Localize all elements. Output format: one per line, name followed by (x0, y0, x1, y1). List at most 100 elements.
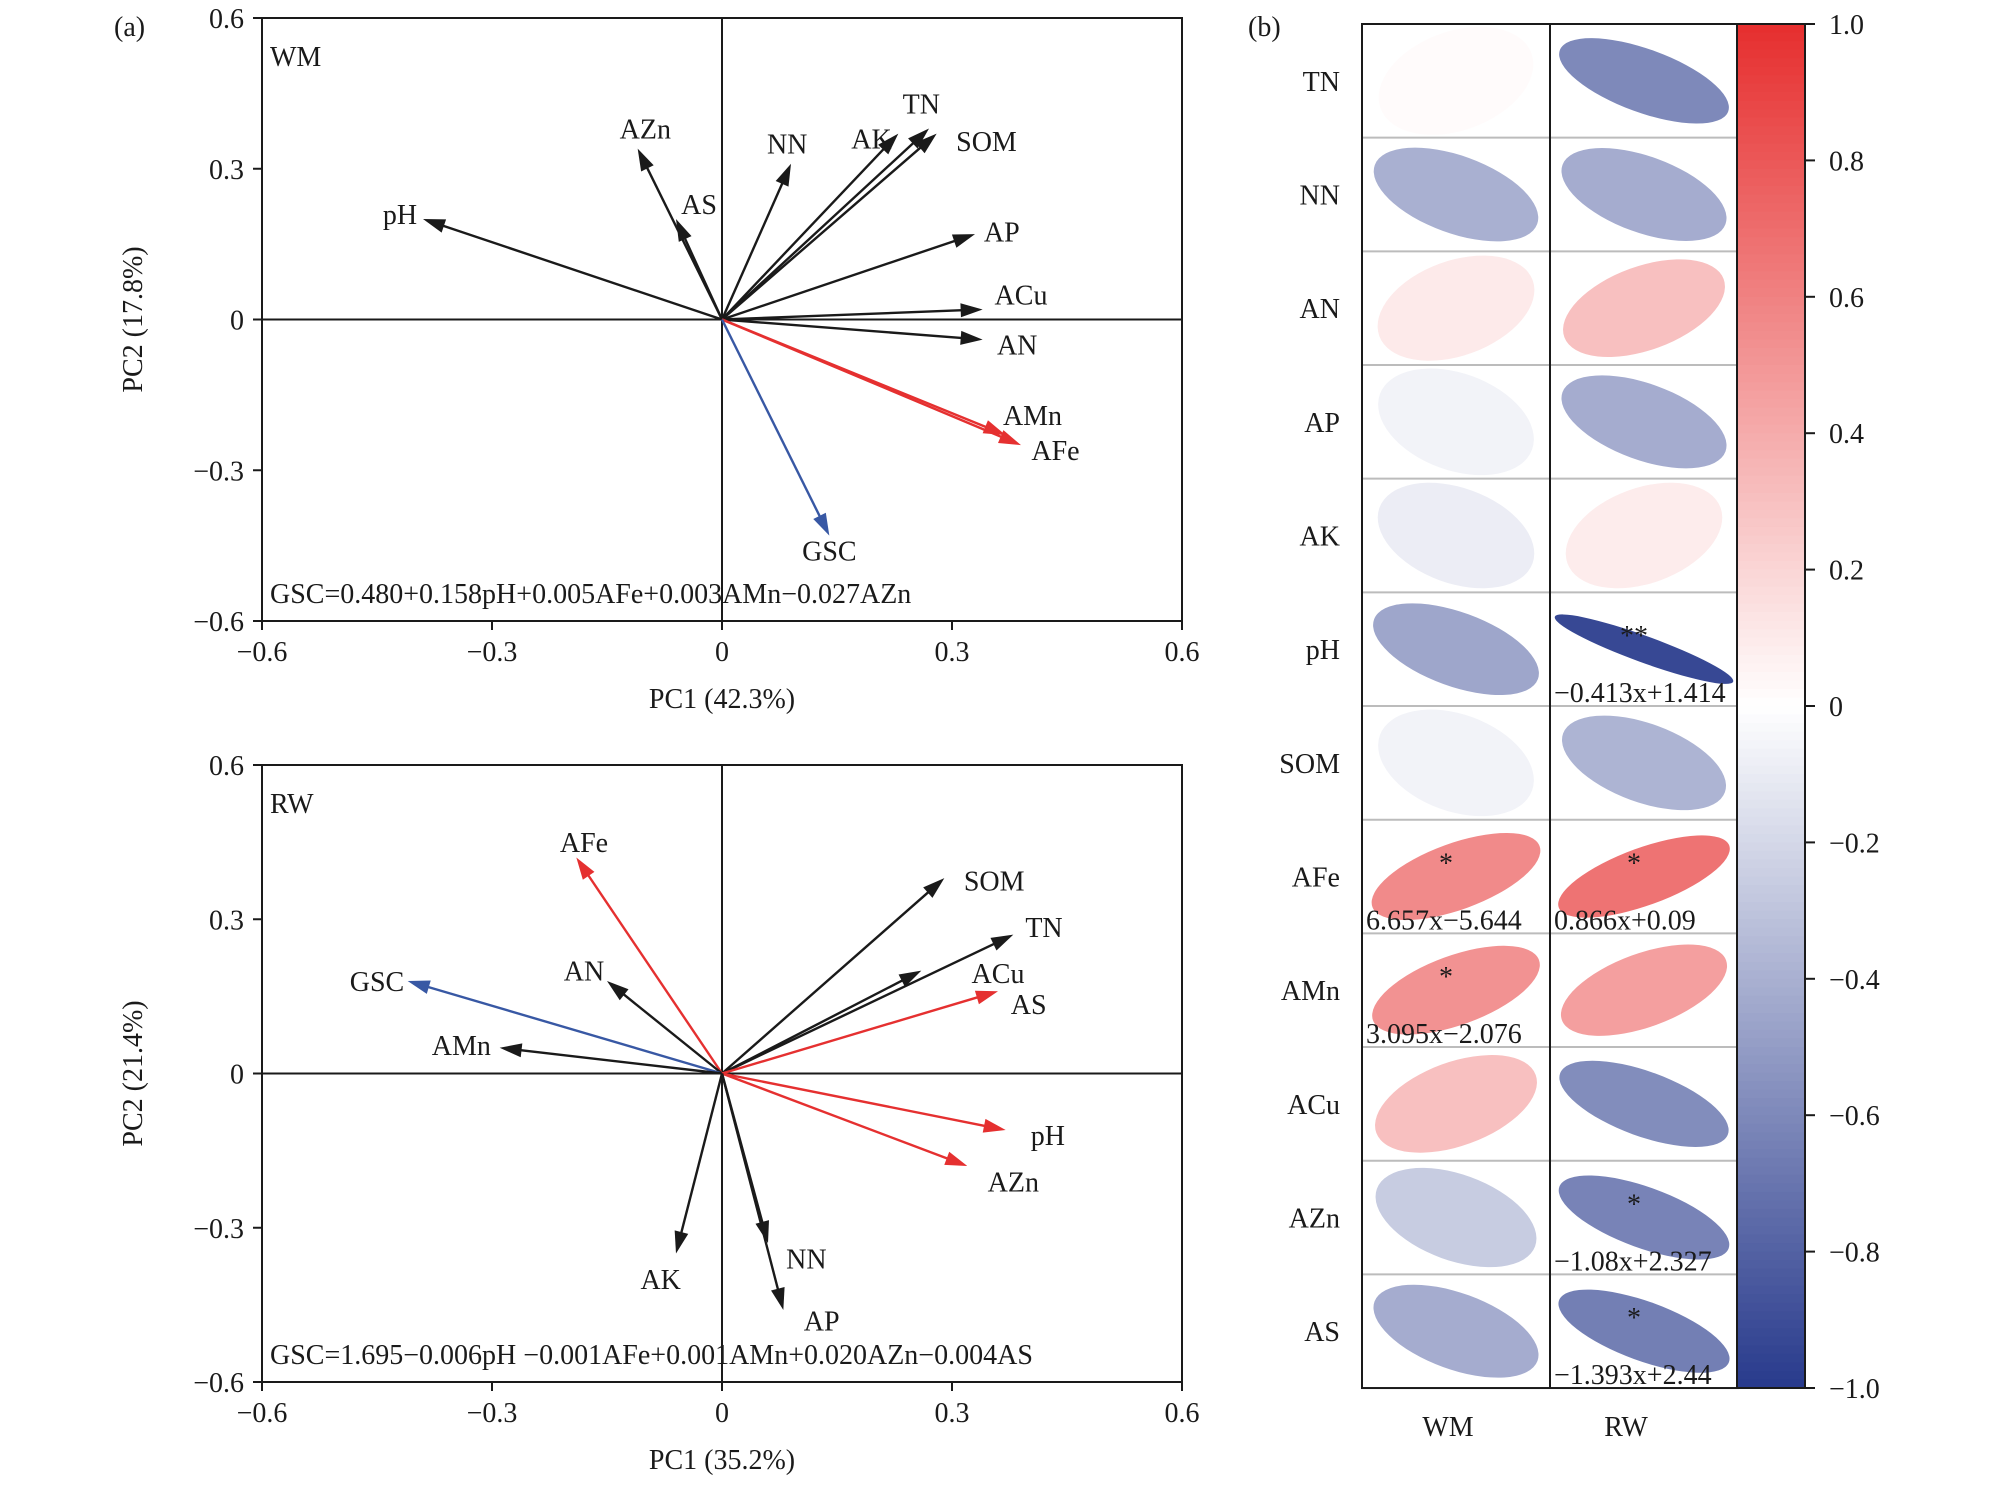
colorbar-step (1737, 1021, 1805, 1031)
vector-arrowhead-azn (944, 1151, 968, 1167)
vector-label-gsc: GSC (802, 537, 856, 568)
significance-mark: * (1439, 849, 1453, 880)
significance-mark: * (1627, 1303, 1641, 1334)
significance-mark: * (1627, 1190, 1641, 1221)
colorbar-step (1737, 910, 1805, 921)
correlation-ellipse-tn-wm (1378, 26, 1534, 135)
vector-line-ak (721, 147, 886, 321)
colorbar-step (1737, 987, 1805, 997)
colorbar-step (1737, 859, 1805, 869)
panel-label-a: (a) (114, 12, 145, 43)
regression-equation: GSC=1.695−0.006pH −0.001AFe+0.001AMn+0.0… (270, 1340, 1033, 1371)
vector-label-acu: ACu (972, 959, 1025, 990)
vector-line-acu (721, 309, 963, 321)
colorbar-step (1737, 757, 1805, 767)
colorbar-step (1737, 1047, 1805, 1057)
vector-arrowhead-an (960, 330, 983, 345)
colorbar-tick-label: 0.8 (1829, 146, 1864, 177)
vector-label-afe: AFe (1031, 436, 1079, 467)
colorbar-gradient (1737, 24, 1805, 1388)
pca-biplot-wm: −0.6 −0.3 0 0.3 0.6 −0.6 −0.3 0 0.3 0.6 PC1 (42.3%… (118, 4, 1200, 715)
colorbar-tick-label: −0.8 (1829, 1238, 1880, 1269)
correlation-ellipse-afe-wm (1371, 832, 1541, 921)
vector-line-tn (721, 942, 996, 1075)
correlation-ellipse-acu-rw (1559, 1060, 1729, 1147)
colorbar-step (1737, 1268, 1805, 1279)
colorbar-step (1737, 1098, 1805, 1108)
colorbar-step (1737, 1072, 1805, 1083)
colorbar-tick-label: 0.2 (1829, 556, 1864, 587)
colorbar-step (1737, 518, 1805, 528)
colorbar-step (1737, 1362, 1805, 1372)
colorbar-step (1737, 356, 1805, 366)
vector-line-azn (721, 1072, 950, 1161)
x-tick-label: 0.6 (1165, 1398, 1200, 1429)
colorbar-step (1737, 595, 1805, 605)
vector-arrowhead-an (607, 980, 629, 1001)
colorbar-step (1737, 407, 1805, 418)
colorbar-step (1737, 816, 1805, 827)
colorbar-step (1737, 850, 1805, 861)
vector-line-ak (679, 1073, 724, 1235)
colorbar-step (1737, 936, 1805, 946)
colorbar-step (1737, 961, 1805, 972)
colorbar-step (1737, 620, 1805, 631)
regression-label: 0.866x+0.09 (1554, 905, 1696, 936)
colorbar-step (1737, 1191, 1805, 1202)
colorbar-step (1737, 893, 1805, 904)
colorbar-step (1737, 671, 1805, 682)
colorbar-step (1737, 1123, 1805, 1134)
colorbar-step (1737, 32, 1805, 43)
colorbar-step (1737, 41, 1805, 51)
colorbar-step (1737, 228, 1805, 239)
row-label-acu: ACu (1287, 1090, 1340, 1121)
colorbar-step (1737, 399, 1805, 409)
row-label-amn: AMn (1281, 976, 1340, 1007)
colorbar-step (1737, 791, 1805, 801)
row-label-afe: AFe (1292, 863, 1340, 894)
regression-label: −1.393x+2.44 (1554, 1360, 1712, 1391)
colorbar-step (1737, 603, 1805, 614)
colorbar-step (1737, 134, 1805, 145)
colorbar-step (1737, 1370, 1805, 1381)
x-tick-label: −0.6 (237, 1398, 288, 1429)
correlation-ellipse-nn-rw (1561, 148, 1727, 241)
colorbar-step (1737, 1319, 1805, 1330)
vector-label-ap: AP (804, 1306, 840, 1337)
x-tick-label: 0 (715, 637, 729, 668)
vector-line-an (621, 992, 723, 1075)
colorbar-step (1737, 1336, 1805, 1347)
colorbar-step (1737, 765, 1805, 776)
correlation-ellipse-ph-wm (1373, 603, 1539, 696)
colorbar-step (1737, 526, 1805, 537)
vector-label-afe: AFe (560, 828, 608, 859)
y-tick-label: −0.3 (193, 456, 244, 487)
colorbar-step (1737, 484, 1805, 494)
colorbar-step (1737, 58, 1805, 68)
correlation-ellipse-an-rw (1563, 259, 1725, 358)
colorbar-step (1737, 168, 1805, 179)
vector-label-amn: AMn (432, 1031, 491, 1062)
colorbar-step (1737, 552, 1805, 563)
vector-label-gsc: GSC (350, 967, 404, 998)
vector-line-afe (721, 318, 1004, 439)
colorbar-step (1737, 978, 1805, 989)
colorbar-step (1737, 654, 1805, 665)
vector-line-amn (519, 1048, 723, 1075)
vector-arrowhead-tn (908, 128, 929, 149)
panel-label-b: (b) (1248, 12, 1281, 43)
colorbar-step (1737, 1029, 1805, 1040)
correlation-ellipse-amn-wm (1372, 945, 1540, 1035)
colorbar-step (1737, 322, 1805, 332)
vector-arrowhead-gsc (407, 980, 431, 994)
correlation-ellipse-acu-wm (1375, 1055, 1537, 1153)
colorbar-step (1737, 953, 1805, 963)
vector-label-an: AN (564, 957, 604, 988)
colorbar-step (1737, 424, 1805, 435)
correlation-ellipse-ak-rw (1565, 482, 1723, 589)
colorbar-step (1737, 92, 1805, 102)
row-label-nn: NN (1300, 181, 1340, 212)
colorbar-step (1737, 629, 1805, 639)
colorbar-step (1737, 842, 1805, 852)
vector-arrowhead-afe (998, 430, 1021, 446)
